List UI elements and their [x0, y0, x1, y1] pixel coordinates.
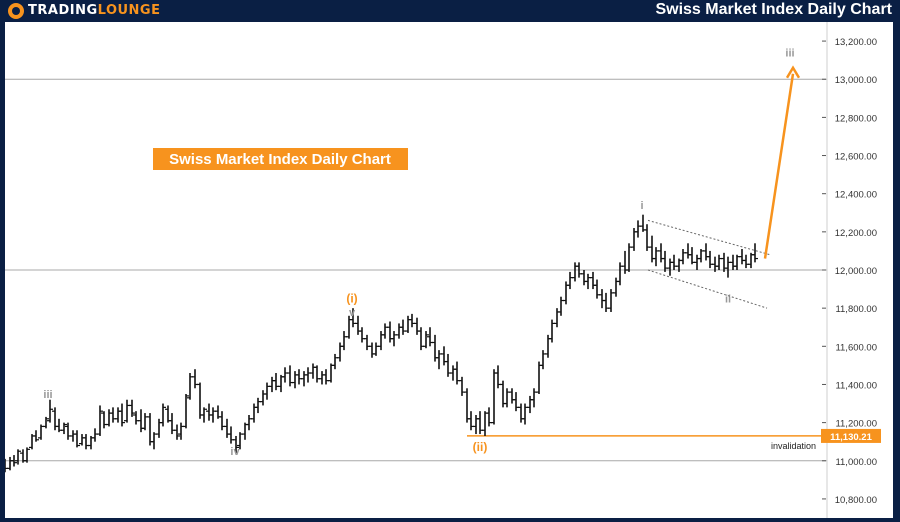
channel-line-1 [647, 269, 768, 309]
y-tick-label-7: 12,200.00 [835, 228, 877, 239]
chart-area: 10,800.00 11,000.00 11,200.00 11,400.00 11,6… [5, 22, 893, 518]
invalidation-text: invalidation [771, 441, 816, 451]
y-tick-label-3: 11,400.00 [835, 380, 877, 391]
y-tick-label-9: 12,600.00 [835, 152, 877, 163]
logo-text-b: LOUNGE [97, 3, 161, 18]
logo-text-a: TRADING [28, 3, 98, 18]
wave-label-7: iii [785, 47, 794, 59]
wave-label-2: (i) [346, 291, 357, 305]
wave-label-5: i [640, 200, 643, 212]
y-tick-label-12: 13,200.00 [835, 37, 877, 48]
y-tick-label-0: 10,800.00 [835, 495, 877, 506]
chart-title-box [153, 148, 408, 170]
projection-arrow-shaft [763, 73, 795, 259]
logo-badge-icon [8, 2, 24, 19]
projection-arrow-head [785, 65, 801, 79]
y-tick-label-6: 12,000.00 [835, 266, 877, 277]
y-tick-label-1: 11,000.00 [835, 457, 877, 468]
header-title: Swiss Market Index Daily Chart [655, 1, 892, 18]
invalidation-price-badge [821, 428, 881, 443]
wave-label-6: ii [725, 293, 731, 305]
wave-label-3: v [349, 307, 356, 319]
y-tick-label-4: 11,600.00 [835, 342, 877, 353]
price-chart: 10,800.00 11,000.00 11,200.00 11,400.00 11,6… [5, 22, 881, 518]
wave-label-1: iv [230, 446, 240, 458]
wave-label-4: (ii) [473, 440, 488, 454]
y-tick-label-10: 12,800.00 [835, 113, 877, 124]
tradinglounge-logo: TRADINGLOUNGE [8, 2, 160, 19]
y-tick-label-5: 11,800.00 [835, 304, 877, 315]
channel-line-0 [647, 219, 771, 256]
wave-label-0: iii [43, 389, 52, 401]
chart-title: Swiss Market Index Daily Chart [169, 151, 391, 168]
invalidation-price-label: 11,130.21 [830, 432, 872, 443]
header-bar: TRADINGLOUNGE Swiss Market Index Daily C… [0, 0, 900, 21]
y-tick-label-8: 12,400.00 [835, 190, 877, 201]
y-tick-label-11: 13,000.00 [835, 75, 877, 86]
logo-text: TRADINGLOUNGE [28, 3, 160, 18]
y-tick-label-2: 11,200.00 [835, 419, 877, 430]
